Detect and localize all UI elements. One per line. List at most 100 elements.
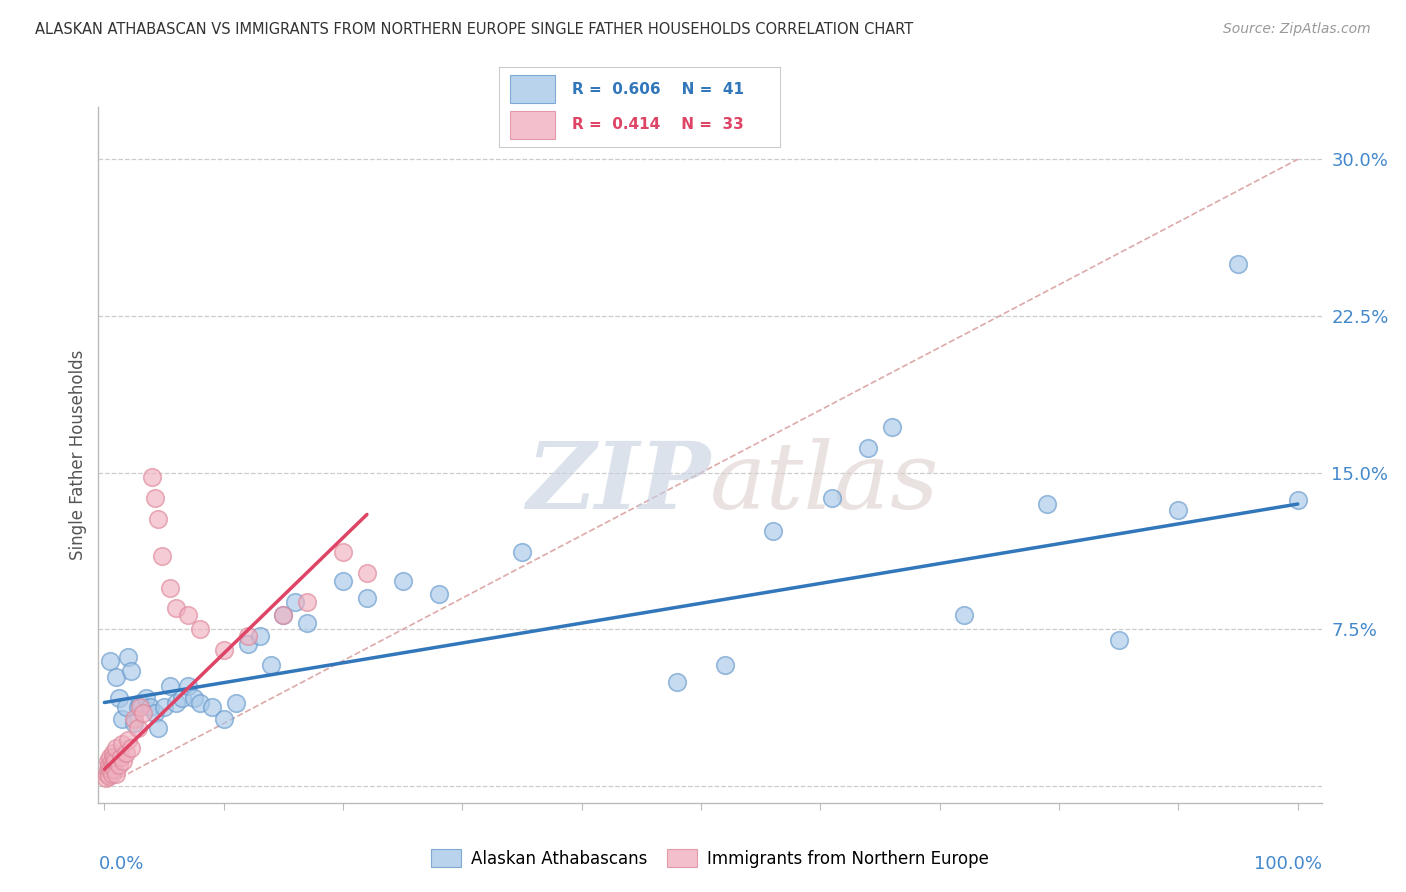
Point (201, 699, 224, 714)
Point (100, 766, 122, 780)
Point (273, 607, 295, 622)
Legend: Alaskan Athabascans, Immigrants from Northern Europe: Alaskan Athabascans, Immigrants from Nor… (425, 842, 995, 874)
Point (110, 749, 132, 764)
Bar (510, 112, 555, 139)
Point (146, 721, 169, 735)
Text: 0.0%: 0.0% (98, 855, 143, 873)
Text: atlas: atlas (710, 438, 939, 528)
Point (138, 699, 160, 714)
Point (510, 545, 533, 559)
Point (177, 679, 200, 693)
Y-axis label: Single Father Households: Single Father Households (69, 350, 87, 560)
Point (105, 766, 128, 780)
Point (356, 591, 378, 605)
Point (122, 712, 145, 726)
Point (297, 595, 319, 609)
Point (107, 758, 129, 772)
Point (104, 754, 127, 768)
Point (129, 696, 152, 710)
Point (212, 712, 235, 726)
Point (236, 629, 259, 643)
Point (120, 741, 142, 756)
Point (1167, 503, 1189, 517)
Point (105, 670, 128, 684)
Point (249, 629, 271, 643)
Point (332, 574, 354, 589)
Point (98, 763, 121, 777)
Point (284, 595, 307, 609)
Point (96, 766, 118, 780)
Point (332, 545, 354, 559)
Point (188, 696, 211, 710)
Point (98, 769, 121, 783)
Point (212, 643, 235, 657)
Point (103, 763, 125, 777)
Point (107, 691, 129, 706)
Point (98, 749, 121, 764)
Point (115, 699, 138, 714)
Point (356, 566, 378, 580)
Point (103, 749, 125, 764)
Point (127, 699, 149, 714)
Point (135, 691, 157, 706)
Point (188, 623, 211, 637)
Point (170, 691, 193, 706)
Point (1108, 632, 1130, 647)
Point (153, 699, 176, 714)
Point (159, 679, 181, 693)
Text: ALASKAN ATHABASCAN VS IMMIGRANTS FROM NORTHERN EUROPE SINGLE FATHER HOUSEHOLDS C: ALASKAN ATHABASCAN VS IMMIGRANTS FROM NO… (35, 22, 914, 37)
Point (105, 741, 128, 756)
Text: R =  0.606    N =  41: R = 0.606 N = 41 (572, 82, 744, 97)
Point (115, 746, 138, 760)
Point (159, 581, 181, 595)
Point (880, 419, 903, 434)
Point (122, 716, 145, 731)
Point (856, 441, 879, 455)
Point (112, 754, 135, 768)
Text: 100.0%: 100.0% (1254, 855, 1322, 873)
Point (260, 657, 283, 672)
Point (150, 549, 173, 564)
Point (143, 491, 166, 505)
Point (129, 699, 152, 714)
Point (714, 657, 737, 672)
Point (120, 664, 142, 678)
Point (1036, 497, 1059, 511)
Point (391, 574, 413, 589)
Point (101, 746, 124, 760)
Text: R =  0.414    N =  33: R = 0.414 N = 33 (572, 117, 744, 132)
Point (165, 601, 187, 615)
Point (94, 771, 117, 785)
Point (146, 511, 169, 525)
Point (98, 758, 121, 772)
Point (427, 587, 450, 601)
Point (101, 758, 124, 772)
Point (762, 524, 785, 538)
Point (117, 733, 139, 747)
Text: Source: ZipAtlas.com: Source: ZipAtlas.com (1223, 22, 1371, 37)
Point (141, 470, 163, 484)
Point (97, 763, 120, 777)
Bar (510, 75, 555, 103)
Point (98, 654, 121, 668)
Point (821, 491, 844, 505)
Point (165, 696, 187, 710)
Point (273, 607, 295, 622)
Point (111, 712, 134, 726)
Point (97, 754, 120, 768)
Point (131, 706, 153, 720)
Point (1286, 492, 1309, 507)
Point (297, 616, 319, 631)
Point (117, 649, 139, 664)
Point (183, 691, 205, 706)
Point (100, 754, 122, 768)
Point (236, 637, 259, 651)
Point (666, 674, 689, 689)
Point (177, 607, 200, 622)
Text: ZIP: ZIP (526, 438, 710, 528)
Point (143, 706, 166, 720)
Point (127, 721, 149, 735)
Point (952, 607, 974, 622)
Point (111, 737, 134, 751)
Point (1227, 257, 1250, 271)
